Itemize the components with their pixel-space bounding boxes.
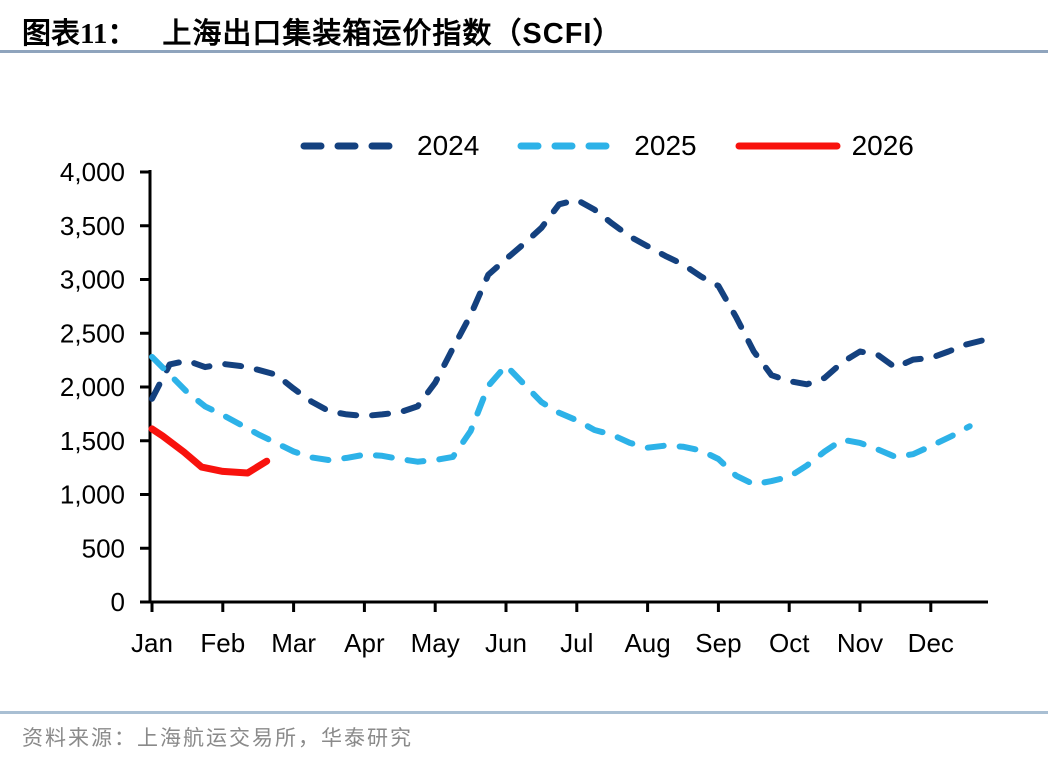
footer-divider	[0, 711, 1048, 714]
figure-title: 上海出口集装箱运价指数（SCFI）	[162, 18, 623, 50]
legend-item-2024: 2024	[298, 130, 479, 162]
svg-text:Feb: Feb	[200, 628, 245, 658]
svg-text:Nov: Nov	[837, 628, 883, 658]
svg-text:4,000: 4,000	[60, 157, 125, 187]
svg-text:Mar: Mar	[271, 628, 316, 658]
source-note: 资料来源：上海航运交易所，华泰研究	[22, 726, 413, 750]
legend-line-sample-2024	[300, 142, 406, 150]
legend-item-2026: 2026	[733, 130, 914, 162]
svg-text:Jul: Jul	[560, 628, 593, 658]
svg-text:0: 0	[111, 587, 125, 617]
svg-text:3,500: 3,500	[60, 211, 125, 241]
legend-line-sample-2026	[735, 142, 841, 150]
legend-label-2024: 2024	[417, 130, 480, 161]
svg-text:Oct: Oct	[769, 628, 810, 658]
figure-header: 图表11： 上海出口集装箱运价指数（SCFI）	[22, 10, 1026, 52]
svg-text:1,500: 1,500	[60, 426, 125, 456]
svg-text:500: 500	[82, 533, 125, 563]
svg-text:Dec: Dec	[908, 628, 954, 658]
svg-text:2,500: 2,500	[60, 318, 125, 348]
figure-number: 图表11：	[22, 18, 137, 50]
title-divider	[0, 50, 1048, 53]
svg-text:May: May	[411, 628, 460, 658]
legend-line-sample-2025	[517, 142, 623, 150]
legend-label-2026: 2026	[851, 130, 914, 161]
svg-text:3,000: 3,000	[60, 265, 125, 295]
legend-item-2025: 2025	[515, 130, 697, 162]
svg-text:Apr: Apr	[344, 628, 385, 658]
svg-text:Aug: Aug	[624, 628, 670, 658]
chart-legend: 2024 2025 2026	[298, 130, 914, 162]
svg-text:Jun: Jun	[485, 628, 527, 658]
svg-text:Sep: Sep	[695, 628, 741, 658]
svg-text:2,000: 2,000	[60, 372, 125, 402]
svg-text:1,000: 1,000	[60, 480, 125, 510]
svg-text:Jan: Jan	[131, 628, 173, 658]
legend-label-2025: 2025	[634, 130, 697, 161]
